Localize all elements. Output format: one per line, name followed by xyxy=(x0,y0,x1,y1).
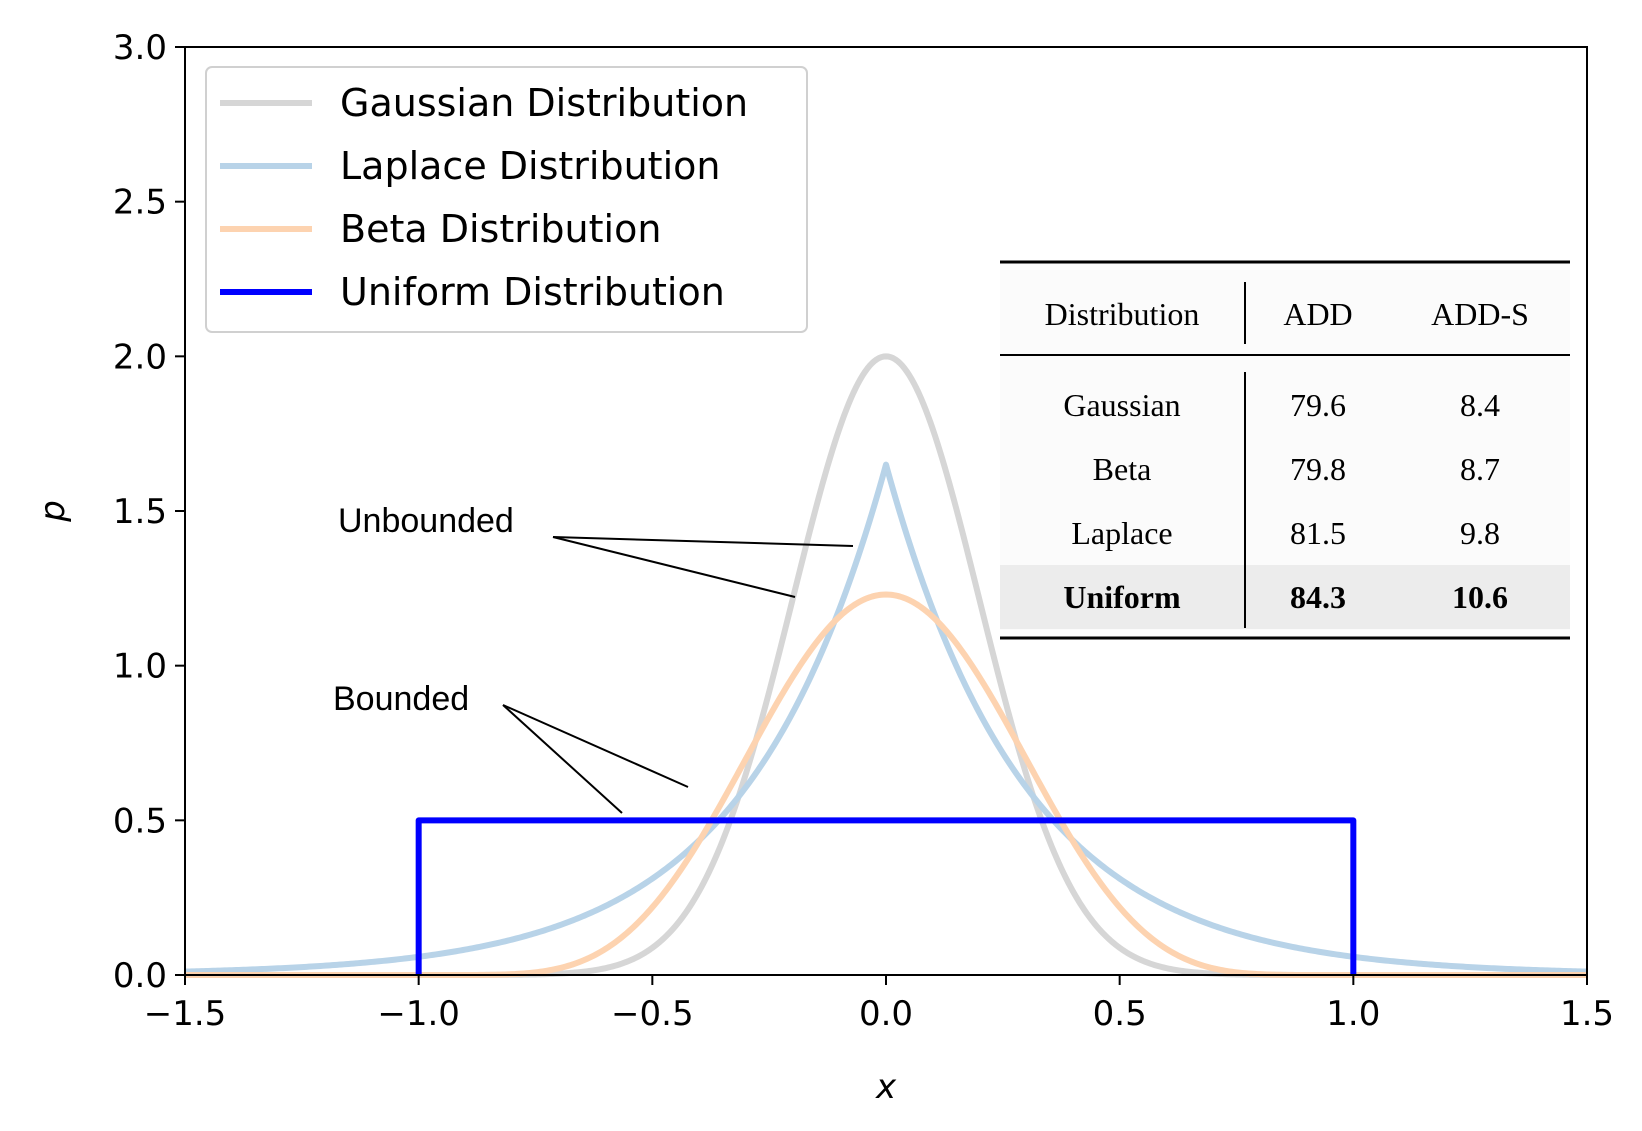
table-cell: Gaussian xyxy=(1063,387,1180,423)
bounded-pointer-beta xyxy=(502,704,689,788)
table-cell: 8.4 xyxy=(1460,387,1500,423)
y-tick-label: 2.5 xyxy=(113,183,167,223)
x-tick-label: 1.0 xyxy=(1326,994,1380,1034)
x-tick-label: 0.0 xyxy=(859,994,913,1034)
bounded-pointer-uniform xyxy=(502,704,623,814)
annotation-unbounded: Unbounded xyxy=(338,502,514,540)
table-header-cell: Distribution xyxy=(1045,296,1200,332)
table-cell: 9.8 xyxy=(1460,515,1500,551)
y-tick-label: 0.0 xyxy=(113,956,167,996)
table-row-highlight xyxy=(1000,565,1570,629)
table-cell: 81.5 xyxy=(1290,515,1346,551)
legend-label-uniform-distribution: Uniform Distribution xyxy=(340,270,725,314)
table-cell: 10.6 xyxy=(1452,579,1508,615)
y-tick-label: 0.5 xyxy=(113,801,167,841)
legend-label-laplace-distribution: Laplace Distribution xyxy=(340,144,720,188)
table-header-cell: ADD xyxy=(1283,296,1352,332)
x-axis-label: x xyxy=(875,1067,897,1107)
y-tick-label: 3.0 xyxy=(113,28,167,68)
curve-beta-distribution xyxy=(184,591,1588,978)
table-cell: Beta xyxy=(1093,451,1152,487)
table-cell: 84.3 xyxy=(1290,579,1346,615)
y-axis-label: p xyxy=(33,500,73,523)
legend-label-beta-distribution: Beta Distribution xyxy=(340,207,661,251)
unbounded-pointer-laplace xyxy=(552,536,854,547)
y-tick-label: 2.0 xyxy=(113,337,167,377)
table-cell: 79.6 xyxy=(1290,387,1346,423)
curve-uniform-distribution xyxy=(415,817,1357,975)
legend-box xyxy=(205,66,808,333)
table-cell: 79.8 xyxy=(1290,451,1346,487)
x-tick-label: −1.0 xyxy=(377,994,460,1034)
y-tick-label: 1.5 xyxy=(113,492,167,532)
x-tick-label: −1.5 xyxy=(144,994,227,1034)
axes-layer: −1.5 −1.0 −0.5 0.0 0.5 1.0 1.5 0.0 0.5 1.0 1.5 2.0 2… xyxy=(33,28,1614,1107)
table-header-cell: ADD-S xyxy=(1431,296,1529,332)
inset-results-table: Distribution ADD ADD-S Gaussian 79.6 8.4 Beta 7… xyxy=(1000,260,1570,640)
x-tick-label: −0.5 xyxy=(611,994,694,1034)
table-cell: 8.7 xyxy=(1460,451,1500,487)
legend-label-gaussian-distribution: Gaussian Distribution xyxy=(340,81,748,125)
annotations-layer: Unbounded Bounded xyxy=(333,502,854,814)
x-tick-label: 1.5 xyxy=(1560,994,1614,1034)
legend: Gaussian Distribution Laplace Distributio… xyxy=(205,66,808,333)
x-tick-label: 0.5 xyxy=(1093,994,1147,1034)
annotation-bounded: Bounded xyxy=(333,680,469,718)
table-cell: Uniform xyxy=(1063,579,1181,615)
table-cell: Laplace xyxy=(1071,515,1172,551)
unbounded-pointer-gaussian xyxy=(552,536,796,598)
y-tick-label: 1.0 xyxy=(113,647,167,687)
